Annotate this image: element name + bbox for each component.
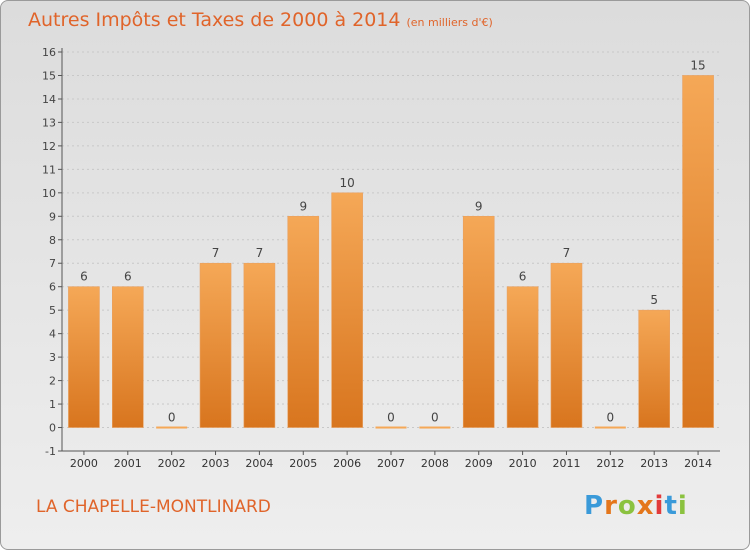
data-label: 5	[650, 293, 658, 307]
bar	[112, 286, 144, 428]
data-label: 9	[475, 199, 483, 213]
commune-name: LA CHAPELLE-MONTLINARD	[36, 497, 271, 517]
title-unit: (en milliers d'€)	[406, 16, 493, 29]
bar	[68, 286, 100, 428]
bar	[638, 309, 671, 428]
x-tick-label: 2002	[158, 457, 186, 470]
data-label: 15	[690, 58, 705, 72]
x-tick-label: 2007	[377, 457, 405, 470]
bar	[462, 215, 495, 428]
logo-letter: P	[584, 491, 605, 521]
logo-letter: o	[617, 491, 637, 521]
logo-letter: r	[604, 491, 618, 521]
x-tick-label: 2001	[114, 457, 142, 470]
x-tick-label: 2000	[70, 457, 98, 470]
logo-letter: x	[636, 491, 655, 521]
y-tick-label: 3	[49, 351, 56, 364]
y-tick-label: 10	[42, 187, 56, 200]
y-tick-label: 14	[42, 93, 56, 106]
bar	[156, 426, 188, 429]
data-label: 7	[563, 246, 571, 260]
data-label: 7	[256, 246, 264, 260]
y-tick-label: 5	[49, 304, 56, 317]
data-label: 0	[431, 411, 439, 425]
y-tick-label: 13	[42, 116, 56, 129]
y-tick-label: 6	[49, 281, 56, 294]
x-tick-label: 2006	[333, 457, 361, 470]
bar	[419, 426, 451, 429]
logo-letter: t	[664, 491, 678, 521]
x-tick-label: 2013	[640, 457, 668, 470]
y-tick-label: 15	[42, 69, 56, 82]
data-label: 6	[124, 270, 132, 284]
y-tick-label: -1	[45, 445, 56, 458]
y-tick-label: 0	[49, 422, 56, 435]
data-label: 10	[339, 176, 354, 190]
y-tick-label: 4	[49, 328, 56, 341]
chart-title: Autres Impôts et Taxes de 2000 à 2014 (en…	[28, 9, 493, 31]
bar	[550, 262, 583, 428]
bar	[331, 192, 363, 428]
y-tick-label: 2	[49, 375, 56, 388]
y-tick-label: 8	[49, 234, 56, 247]
y-tick-label: 7	[49, 257, 56, 270]
data-label: 0	[387, 411, 395, 425]
x-tick-label: 2008	[421, 457, 449, 470]
data-label: 6	[519, 270, 527, 284]
x-tick-label: 2004	[245, 457, 273, 470]
proxiti-logo: Proxiti	[584, 491, 688, 521]
data-label: 0	[168, 411, 176, 425]
x-tick-label: 2009	[465, 457, 493, 470]
bar	[506, 286, 539, 428]
bar	[375, 426, 407, 429]
bar	[594, 426, 626, 429]
bar	[243, 262, 276, 428]
y-tick-label: 1	[49, 398, 56, 411]
data-label: 9	[299, 199, 307, 213]
x-tick-label: 2014	[684, 457, 712, 470]
x-tick-label: 2011	[552, 457, 580, 470]
bar	[287, 215, 320, 428]
y-tick-label: 11	[42, 163, 56, 176]
y-tick-label: 16	[42, 46, 56, 59]
data-label: 7	[212, 246, 220, 260]
x-tick-label: 2010	[509, 457, 537, 470]
data-label: 6	[80, 270, 88, 284]
y-tick-label: 9	[49, 210, 56, 223]
title-text: Autres Impôts et Taxes de 2000 à 2014	[28, 9, 401, 31]
x-tick-label: 2005	[289, 457, 317, 470]
y-tick-label: 12	[42, 140, 56, 153]
x-tick-label: 2003	[202, 457, 230, 470]
bar	[199, 262, 232, 428]
data-label: 0	[607, 411, 615, 425]
x-tick-label: 2012	[596, 457, 624, 470]
logo-letter: i	[677, 491, 688, 521]
bar	[682, 75, 714, 428]
logo-letter: i	[654, 491, 665, 521]
